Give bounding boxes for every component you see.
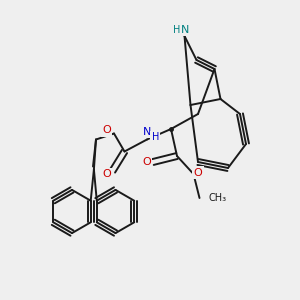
Text: CH₃: CH₃ (208, 193, 226, 203)
Text: N: N (181, 25, 190, 35)
Text: O: O (102, 125, 111, 136)
Text: O: O (102, 169, 111, 179)
Text: N: N (143, 127, 151, 137)
Text: O: O (194, 167, 202, 178)
Text: O: O (142, 157, 151, 167)
Text: H: H (173, 25, 181, 35)
Text: H: H (152, 132, 159, 142)
